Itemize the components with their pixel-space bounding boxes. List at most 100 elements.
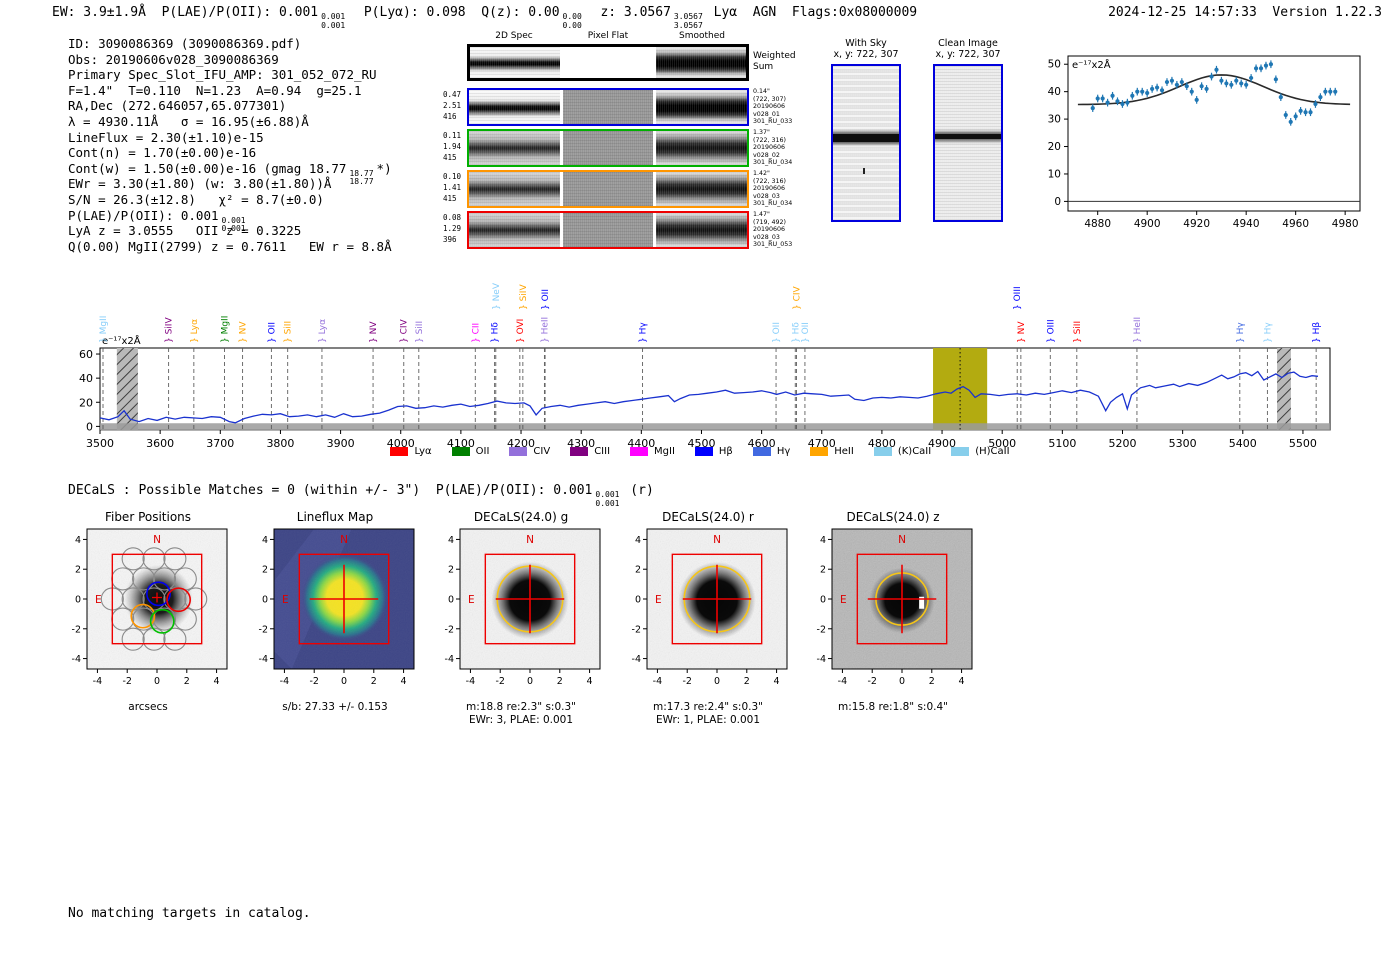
spectrum-line-label: } OII (267, 322, 277, 343)
info-line: F=1.4" T=0.110 N=1.23 A=0.94 g=25.1 (68, 82, 362, 98)
spectrum-line-label: } NV (369, 321, 379, 343)
svg-text:0: 0 (1054, 196, 1061, 208)
line-fit-zoom-plot: 4880 4900 4920 4940 4960 4980 0 10 20 30 40 50 e⁻¹⁷x… (1048, 55, 1361, 230)
spec2d-col-header-smoothed: Smoothed (679, 31, 725, 41)
svg-text:4100: 4100 (447, 437, 475, 450)
compass-east-label: E (282, 594, 289, 606)
svg-text:0: 0 (448, 595, 454, 606)
clean-image-title: Clean Image (938, 38, 998, 49)
svg-text:4960: 4960 (1282, 218, 1309, 230)
header-summary: EW: 3.9±1.9Å P(LAE)/P(OII): 0.001 0.001 0.… (52, 5, 918, 30)
spec2d-cell (469, 213, 560, 247)
svg-text:-2: -2 (445, 624, 454, 635)
svg-text:5200: 5200 (1108, 437, 1136, 450)
spec2d-row-left-labels: 0.47 2.51 416 (443, 90, 462, 121)
legend-swatch (951, 447, 970, 456)
info-line: Q(0.00) MgII(2799) z = 0.7611 EW r = 8.8… (68, 238, 392, 254)
spec2d-cell (562, 213, 654, 247)
spec2d-row (467, 211, 749, 249)
spec2d-row-right-labels: 1.37" (722, 316) 20190606 v028_02 301_RU_034 (753, 129, 793, 167)
cutout-caption: EWr: 3, PLAE: 0.001 (468, 714, 574, 726)
compass-north-label: N (526, 534, 534, 546)
svg-text:4: 4 (959, 676, 965, 687)
spec2d-cell (562, 172, 654, 206)
svg-text:-4: -4 (838, 676, 847, 687)
svg-text:4980: 4980 (1332, 218, 1359, 230)
cutout-image: N E -4 -4 -2 -2 0 0 2 2 4 4 (259, 528, 415, 687)
legend-swatch (873, 447, 892, 456)
cutout-xlabel: arcsecs (128, 701, 168, 713)
legend-swatch (810, 447, 829, 456)
legend-item: CIV (509, 446, 550, 457)
info-line: RA,Dec (272.646057,65.077301) (68, 98, 287, 114)
svg-text:4920: 4920 (1183, 218, 1210, 230)
svg-text:3700: 3700 (206, 437, 234, 450)
info-line: LineFlux = 2.30(±1.10)e-15 (68, 129, 264, 145)
cutout-caption: m:17.3 re:2.4" s:0.3" (653, 701, 763, 713)
spec2d-cell (469, 172, 560, 206)
svg-text:-2: -2 (495, 676, 504, 687)
spectrum-line-label: } MgII (221, 316, 231, 343)
svg-text:-2: -2 (72, 624, 81, 635)
svg-text:4600: 4600 (748, 437, 776, 450)
spectrum-line-label: } SiIV (519, 284, 529, 310)
info-line: LyA z = 3.0555 OII z = 0.3225 (68, 223, 302, 239)
svg-text:0: 0 (262, 595, 268, 606)
spec2d-row (467, 88, 749, 126)
cutout-image: N E -4 -4 -2 -2 0 0 2 2 4 4 (445, 528, 601, 687)
legend-swatch (752, 447, 771, 456)
svg-text:0: 0 (341, 676, 347, 687)
info-line: Obs: 20190606v028_3090086369 (68, 51, 279, 67)
spec2d-weighted-sum-row (467, 44, 749, 81)
svg-text:-2: -2 (122, 676, 131, 687)
spec2d-col-header-2dspec: 2D Spec (495, 31, 533, 41)
cutout-panel-fiber: Fiber Positions N E -4 -4 -2 -2 0 0 2 2 4 4 arcsecs (55, 510, 241, 714)
info-line: Primary Spec_Slot_IFU_AMP: 301_052_072_R… (68, 67, 377, 83)
legend-item: OII (451, 446, 489, 457)
svg-text:2: 2 (744, 676, 750, 687)
legend-swatch (390, 447, 409, 456)
svg-text:5100: 5100 (1048, 437, 1076, 450)
svg-text:5500: 5500 (1289, 437, 1317, 450)
svg-text:4: 4 (401, 676, 407, 687)
svg-text:4: 4 (214, 676, 220, 687)
header-datetime-version: 2024-12-25 14:57:33 Version 1.22.3 (1108, 5, 1382, 20)
svg-text:0: 0 (820, 595, 826, 606)
svg-text:0: 0 (86, 420, 93, 433)
compass-north-label: N (340, 534, 348, 546)
legend-swatch (694, 447, 713, 456)
legend-item: MgII (630, 446, 675, 457)
svg-text:0: 0 (154, 676, 160, 687)
cutout-panel-imgz-4: DECaLS(24.0) z N E -4 -4 -2 -2 0 0 2 2 4 4 m:15.8 re:… (800, 510, 986, 714)
spectrum-line-label: } Hγ (1263, 322, 1273, 343)
compass-east-label: E (655, 594, 662, 606)
svg-text:-2: -2 (867, 676, 876, 687)
svg-text:2: 2 (184, 676, 190, 687)
svg-text:-2: -2 (632, 624, 641, 635)
svg-text:3500: 3500 (86, 437, 114, 450)
spectrum-line-label: } OII (541, 289, 551, 310)
legend-item: Lyα (390, 446, 432, 457)
svg-text:4500: 4500 (687, 437, 715, 450)
spectrum-line-label: } MgII (99, 316, 109, 343)
svg-text:4: 4 (448, 535, 454, 546)
svg-text:2: 2 (448, 565, 454, 576)
svg-text:2: 2 (635, 565, 641, 576)
spectrum-line-label: } Hβ (1312, 322, 1322, 343)
spectrum-line-label: } OII (801, 322, 811, 343)
svg-text:-2: -2 (259, 624, 268, 635)
svg-text:4940: 4940 (1233, 218, 1260, 230)
spec2d-weighted-smoothed-image (656, 47, 746, 78)
svg-text:5300: 5300 (1169, 437, 1197, 450)
info-line: EWr = 3.30(±1.80) (w: 3.80(±1.80))Å (68, 176, 332, 192)
compass-east-label: E (95, 594, 102, 606)
svg-text:4300: 4300 (567, 437, 595, 450)
svg-text:4000: 4000 (387, 437, 415, 450)
svg-text:4: 4 (774, 676, 780, 687)
spec2d-cell (562, 90, 654, 124)
legend-swatch (509, 447, 528, 456)
spectrum-line-label: } Lyα (318, 319, 328, 343)
svg-text:-2: -2 (682, 676, 691, 687)
cutout-image: N E -4 -4 -2 -2 0 0 2 2 4 4 (817, 528, 973, 687)
info-line: Cont(w) = 1.50(±0.00)e-16 (gmag 18.77 18.… (68, 160, 392, 187)
